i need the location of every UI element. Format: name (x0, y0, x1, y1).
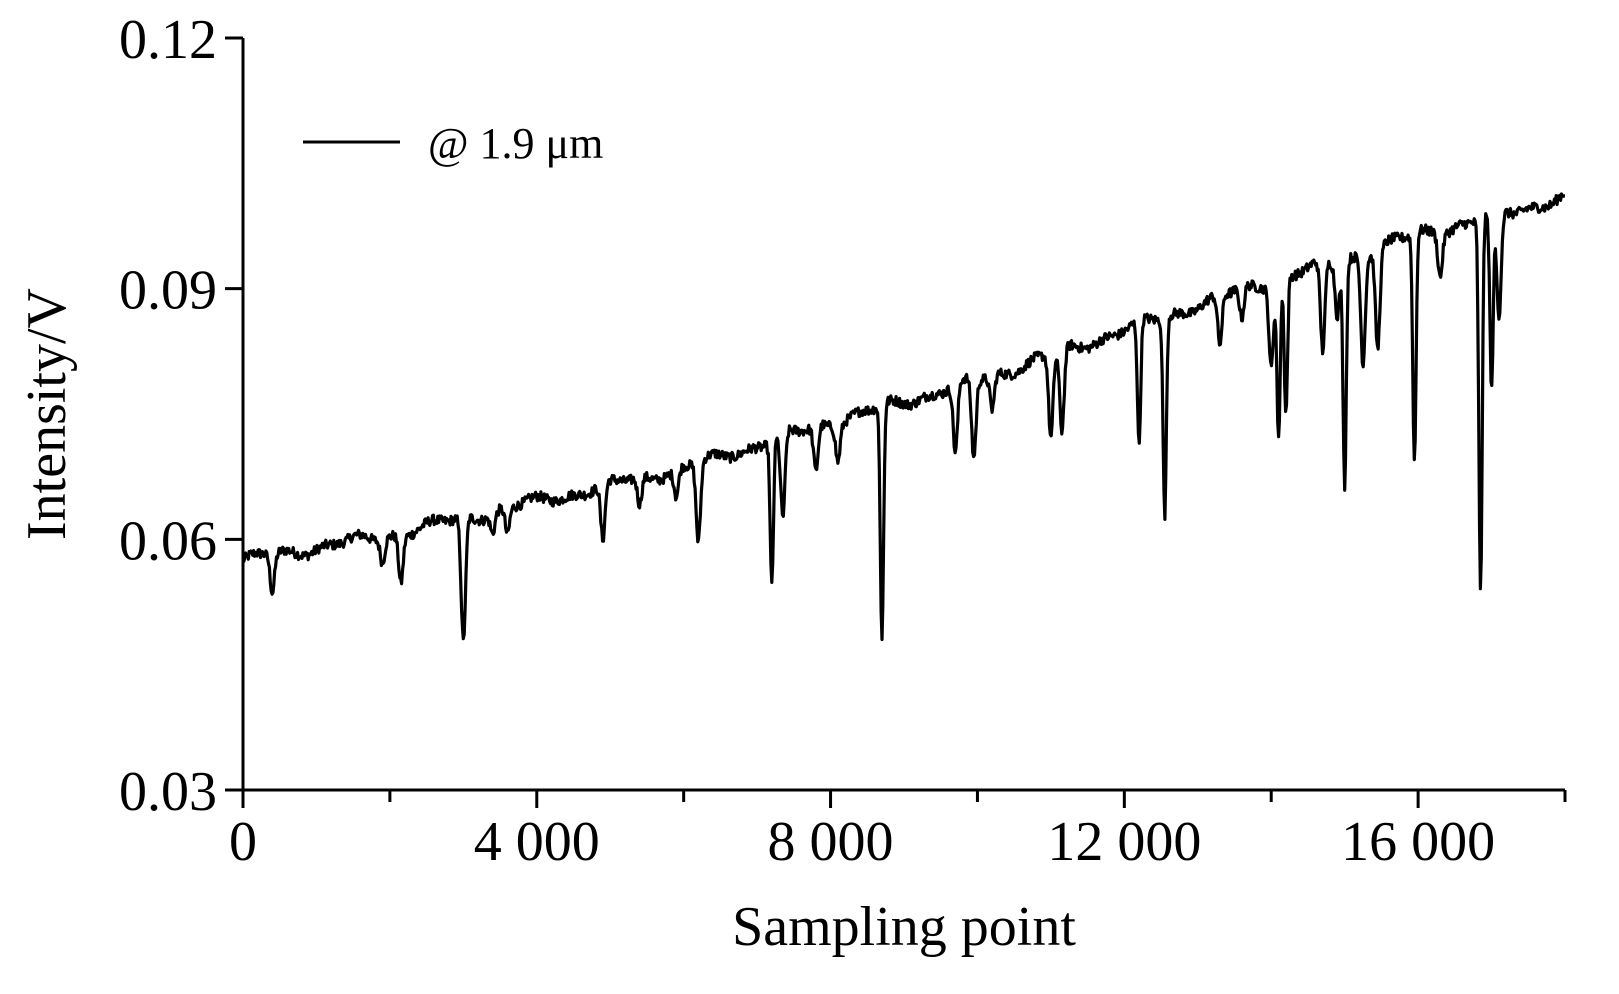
x-tick-label: 12 000 (1047, 811, 1201, 873)
y-tick-label: 0.12 (119, 9, 217, 71)
x-tick-label: 16 000 (1341, 811, 1495, 873)
y-tick-label: 0.03 (119, 761, 217, 823)
plot-area: 0.03 0.06 0.09 0.12 0 4 000 8 000 12 000 16 000 (119, 9, 1567, 873)
y-ticks: 0.03 0.06 0.09 0.12 (119, 9, 243, 823)
y-axis-label: Intensity/V (16, 288, 78, 540)
legend-label: @ 1.9 μm (428, 119, 603, 168)
y-tick-label: 0.09 (119, 260, 217, 322)
x-tick-label: 4 000 (474, 811, 600, 873)
legend: @ 1.9 μm (303, 119, 603, 168)
y-tick-label: 0.06 (119, 510, 217, 572)
x-tick-label: 8 000 (768, 811, 894, 873)
x-ticks: 0 4 000 8 000 12 000 16 000 (229, 790, 1567, 873)
series-line-0 (241, 192, 1566, 642)
x-axis-label: Sampling point (732, 896, 1076, 958)
x-tick-label: 0 (229, 811, 257, 873)
series-layer (241, 192, 1566, 642)
